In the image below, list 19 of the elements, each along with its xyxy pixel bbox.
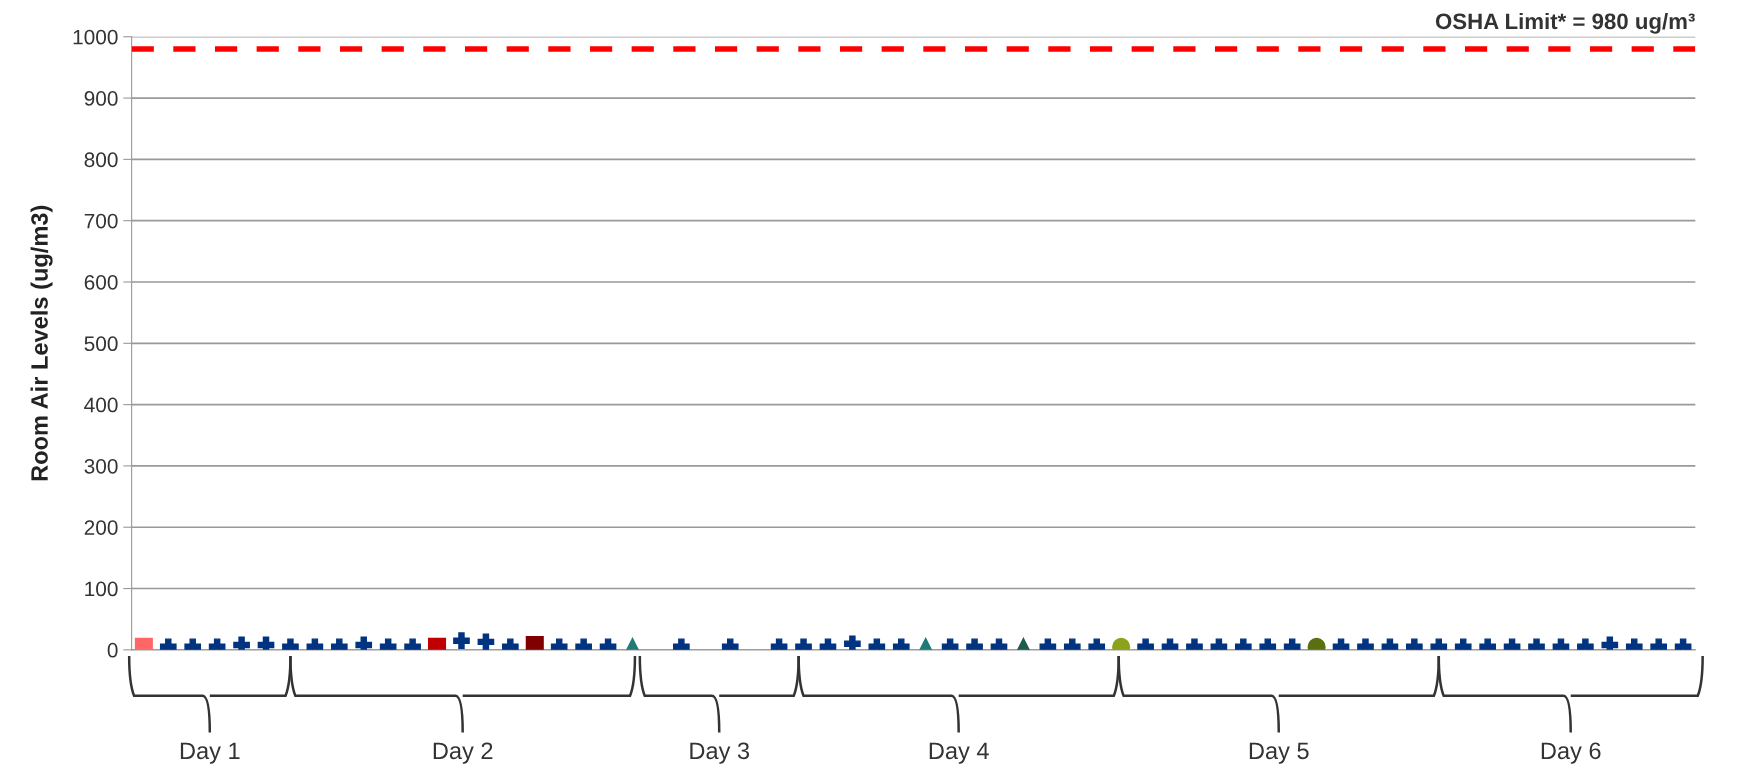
y-tick-label: 100 <box>85 581 118 597</box>
y-tick-label: 200 <box>84 520 118 535</box>
y-tick-label: 1000 <box>73 29 118 45</box>
ref-line-label: OSHA Limit* = 980 ug/m³ <box>1435 12 1695 34</box>
text: Day 2 <box>433 742 493 764</box>
y-tick-label: 600 <box>84 274 118 290</box>
text: Day 1 <box>180 742 240 764</box>
text: Day 4 <box>929 742 989 764</box>
y-tick-label: 500 <box>84 336 118 352</box>
text: Day 6 <box>1541 742 1601 764</box>
y-tick-label: 300 <box>84 458 118 474</box>
y-tick-label: 700 <box>84 213 118 229</box>
y-tick-label: 900 <box>84 91 118 106</box>
text: Day 5 <box>1249 742 1309 764</box>
y-tick-label: 800 <box>84 152 118 168</box>
y-tick-label: 400 <box>84 397 118 413</box>
text: Day 3 <box>690 742 750 764</box>
y-tick-label: 0 <box>107 642 118 658</box>
y-axis-title: Room Air Levels (ug/m3) <box>30 205 53 481</box>
